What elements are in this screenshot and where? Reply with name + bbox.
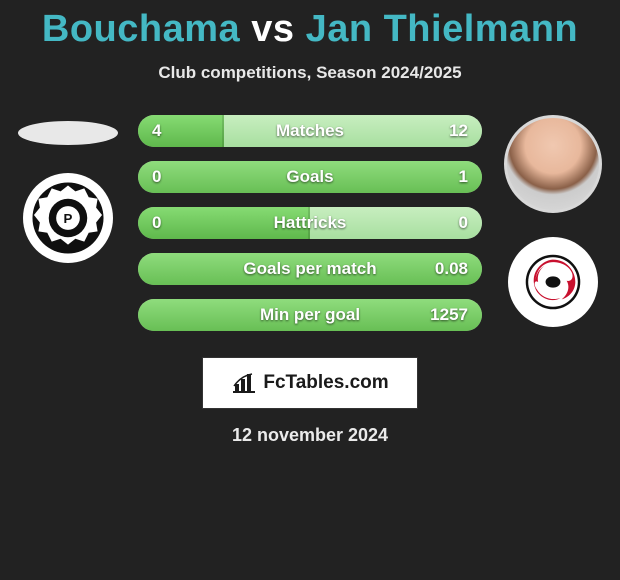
player2-name: Jan Thielmann (306, 8, 579, 50)
stat-row: 0Hattricks0 (138, 207, 482, 239)
club-badge-right-icon (522, 251, 584, 313)
player2-club-badge (508, 237, 598, 327)
left-column: P (10, 115, 125, 263)
stat-value-right: 1257 (430, 299, 468, 331)
stat-bars: 4Matches120Goals10Hattricks0Goals per ma… (138, 115, 482, 345)
stat-value-right: 1 (459, 161, 468, 193)
stat-row: 0Goals1 (138, 161, 482, 193)
stat-row: 4Matches12 (138, 115, 482, 147)
stat-row: Min per goal1257 (138, 299, 482, 331)
svg-text:P: P (63, 211, 72, 226)
stat-row: Goals per match0.08 (138, 253, 482, 285)
club-badge-left-icon: P (31, 181, 105, 255)
stat-label: Goals per match (138, 253, 482, 285)
subtitle: Club competitions, Season 2024/2025 (0, 63, 620, 83)
comparison-title: Bouchama vs Jan Thielmann (0, 0, 620, 51)
player2-photo (504, 115, 602, 213)
stat-label: Matches (138, 115, 482, 147)
footer-logo-text: FcTables.com (263, 372, 388, 394)
player1-photo (18, 121, 118, 145)
stat-value-right: 0 (459, 207, 468, 239)
stat-label: Hattricks (138, 207, 482, 239)
player1-club-badge: P (23, 173, 113, 263)
right-column (495, 115, 610, 327)
vs-text: vs (251, 8, 294, 50)
stat-value-right: 12 (449, 115, 468, 147)
footer-date: 12 november 2024 (0, 425, 620, 446)
main-comparison-area: P 4Matches120Goals10Hattricks0Goals per … (0, 115, 620, 355)
stat-value-right: 0.08 (435, 253, 468, 285)
player1-name: Bouchama (42, 8, 240, 50)
stat-label: Goals (138, 161, 482, 193)
bar-chart-icon (231, 372, 257, 394)
footer-logo: FcTables.com (202, 357, 418, 409)
